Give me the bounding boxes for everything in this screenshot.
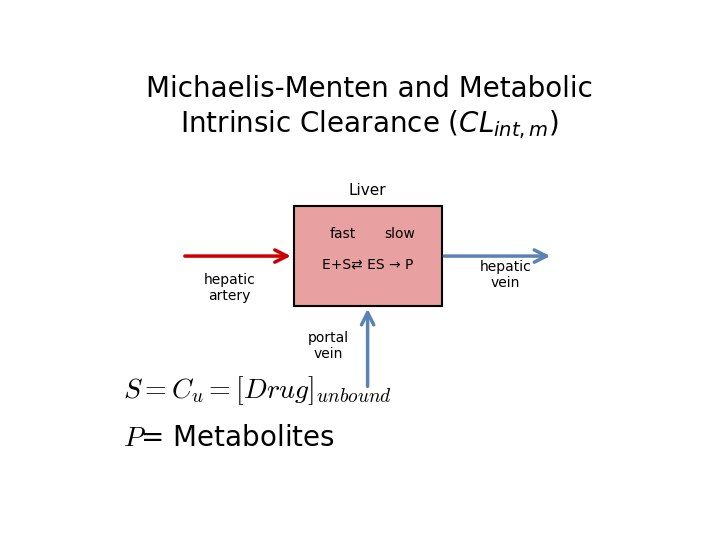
Text: slow: slow (384, 227, 415, 241)
Text: fast: fast (329, 227, 356, 241)
Text: Michaelis-Menten and Metabolic: Michaelis-Menten and Metabolic (145, 75, 593, 103)
Text: hepatic
artery: hepatic artery (204, 273, 256, 303)
Text: portal
vein: portal vein (308, 331, 349, 361)
Text: $S = C_u = [Drug]_{unbound}$: $S = C_u = [Drug]_{unbound}$ (124, 375, 392, 407)
Bar (294, 206, 441, 306)
Text: Intrinsic Clearance ($\mathit{CL}_{int,m}$): Intrinsic Clearance ($\mathit{CL}_{int,m… (179, 109, 559, 141)
Text: Liver: Liver (348, 183, 387, 198)
Text: $P$= Metabolites: $P$= Metabolites (124, 424, 336, 453)
Text: E+S⇄ ES → P: E+S⇄ ES → P (322, 257, 413, 271)
Text: hepatic
vein: hepatic vein (480, 260, 531, 291)
